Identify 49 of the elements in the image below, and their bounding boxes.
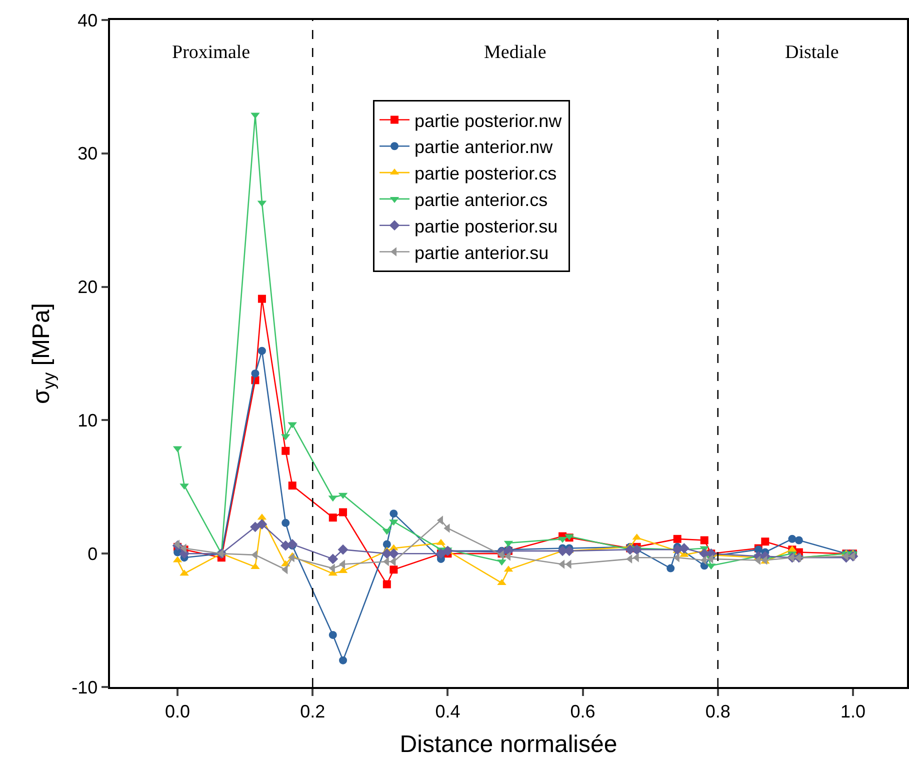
point: [338, 544, 348, 555]
point: [382, 540, 391, 548]
point: [282, 446, 290, 455]
annotation: Proximale: [172, 42, 250, 63]
point: [788, 534, 796, 543]
point: [250, 522, 260, 532]
point: [673, 534, 682, 543]
x-tick-label: 0.8: [705, 701, 730, 722]
x-tick-label: 0.4: [435, 701, 460, 722]
point: [678, 543, 690, 554]
point: [256, 519, 268, 530]
x-axis-title: Distance normalisée: [400, 731, 618, 758]
point: [258, 294, 266, 303]
point: [258, 346, 266, 355]
point: [382, 580, 391, 588]
point: [288, 482, 296, 490]
x-tick-label: 1.0: [840, 701, 866, 722]
y-tick-label: 20: [78, 277, 98, 298]
point: [328, 554, 338, 564]
legend-label: partie posterior.su: [414, 216, 558, 236]
legend-label: partie anterior.su: [414, 242, 549, 263]
point: [328, 630, 337, 639]
point: [251, 370, 260, 378]
point: [282, 518, 290, 527]
point: [390, 510, 398, 518]
y-tick-label: 30: [78, 144, 98, 164]
point: [700, 536, 708, 544]
legend-label: partie anterior.cs: [414, 190, 548, 210]
point: [666, 564, 675, 572]
point: [390, 566, 398, 574]
y-tick-label: 10: [78, 410, 98, 430]
point: [339, 656, 348, 664]
x-tick-label: 0.2: [300, 701, 326, 722]
point: [761, 538, 770, 546]
x-tick-label: 0.6: [570, 701, 596, 722]
point: [328, 514, 337, 522]
x-tick-label: 0.0: [165, 701, 190, 722]
legend-label: partie anterior.nw: [414, 137, 554, 158]
legend-label: partie posterior.cs: [414, 164, 557, 184]
annotation: Mediale: [484, 42, 546, 63]
legend-label: partie posterior.nw: [414, 110, 563, 131]
point: [794, 536, 803, 544]
annotation: Distale: [785, 42, 839, 63]
point: [564, 546, 574, 556]
y-tick-label: 40: [78, 10, 98, 30]
y-tick-label: 0: [88, 544, 98, 564]
point: [287, 539, 298, 550]
point: [339, 508, 348, 516]
y-tick-label: -10: [72, 677, 98, 698]
